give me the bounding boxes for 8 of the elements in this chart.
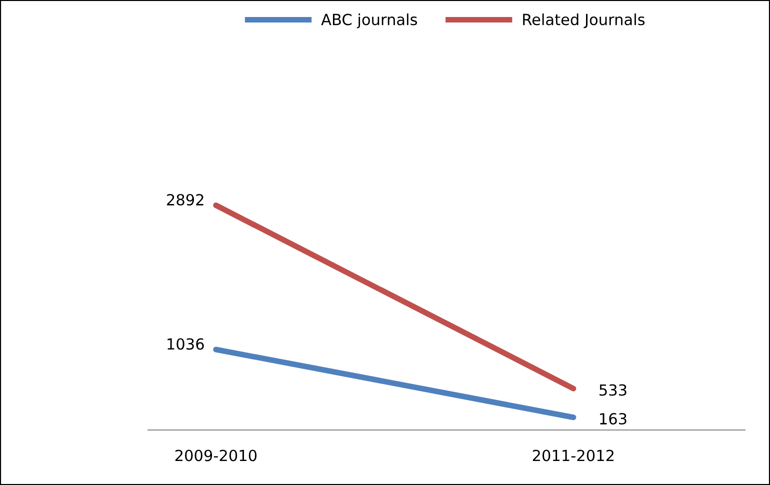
legend-label: ABC journals — [321, 13, 417, 28]
data-label: 533 — [600, 384, 626, 396]
x-tick-label: 2009-2010 — [175, 450, 257, 462]
data-label: 2892 — [167, 194, 204, 206]
data-label: 163 — [600, 412, 626, 425]
x-tick-label: 2011-2012 — [532, 450, 614, 462]
data-label: 1036 — [168, 338, 204, 350]
legend-label: Related Journals — [523, 13, 645, 28]
